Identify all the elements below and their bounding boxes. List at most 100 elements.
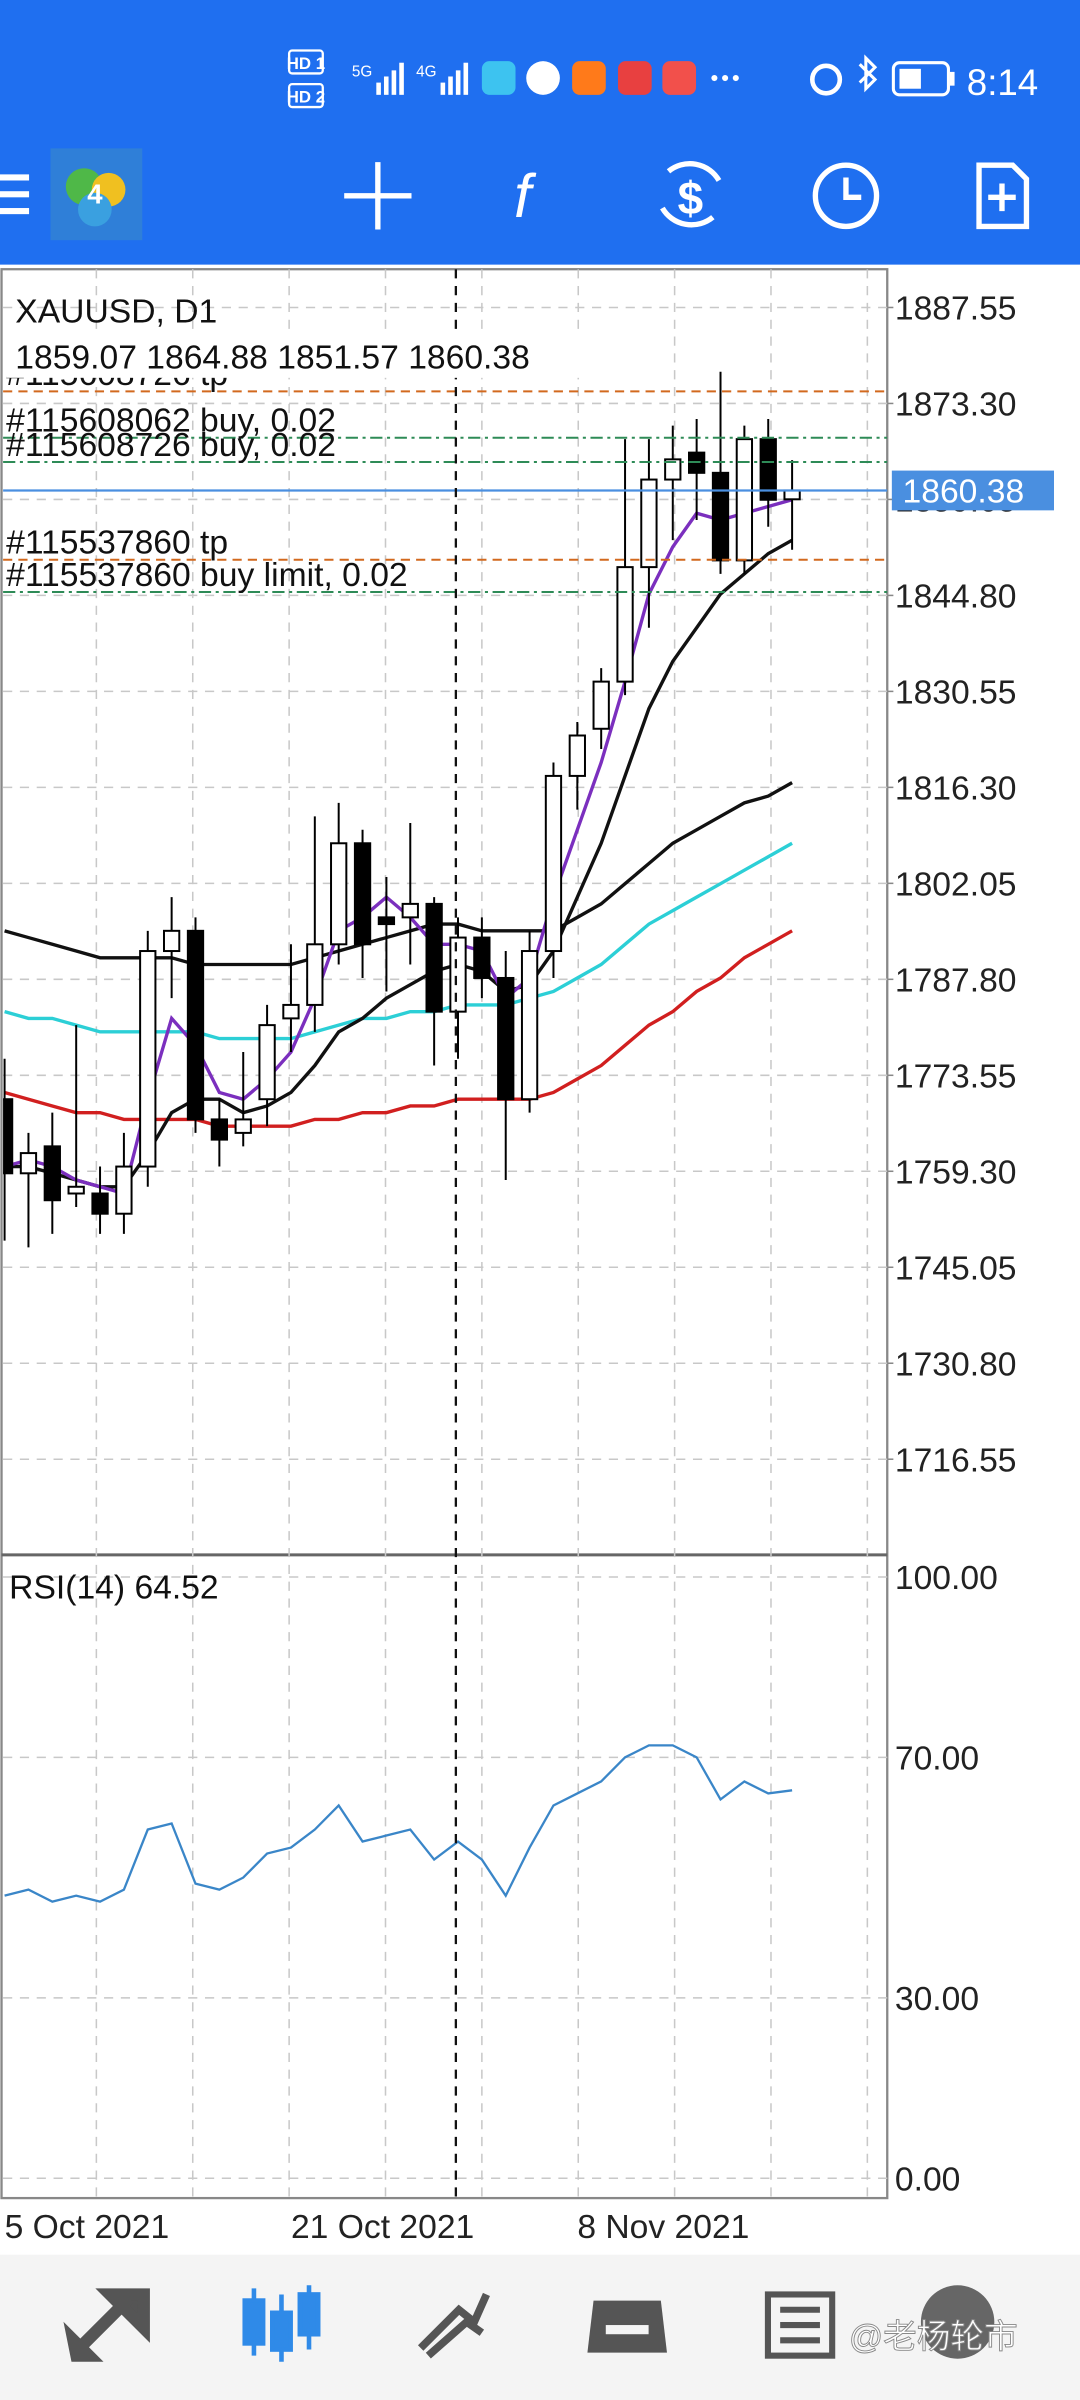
history-button[interactable] [812, 162, 880, 230]
rsi-pane [4, 1744, 793, 1903]
sim-label: HD 2 [287, 87, 325, 106]
rsi-value: 64.52 [134, 1569, 218, 1606]
app-icon [618, 61, 652, 95]
candle-body [616, 566, 634, 683]
y-tick-label: 70.00 [895, 1741, 979, 1778]
order-label: #115608726 buy, 0.02 [6, 427, 336, 464]
y-tick-label: 1759.30 [895, 1155, 1017, 1192]
app-logo[interactable]: 4 [50, 148, 143, 241]
candle-body [67, 1185, 85, 1195]
y-tick-label: 30.00 [895, 1981, 979, 2018]
bottom-nav [0, 2254, 1080, 2400]
y-tick-label: 0.00 [895, 2161, 960, 2198]
app-icon [572, 61, 606, 95]
y-tick-label: 1873.30 [895, 387, 1017, 424]
candle-body [759, 438, 777, 501]
alarm-icon [810, 63, 843, 96]
y-tick-label: 1745.05 [895, 1250, 1017, 1287]
y-tick-label: 1787.80 [895, 963, 1017, 1000]
signal-bars [376, 62, 404, 95]
history-tab[interactable] [587, 2300, 667, 2353]
battery-icon [891, 61, 950, 97]
battery-tip [949, 71, 955, 86]
candle-body [377, 916, 396, 926]
rsi-line [4, 1744, 793, 1903]
quotes-tab[interactable] [63, 2288, 150, 2362]
news-tab[interactable] [764, 2291, 836, 2359]
y-tick-label: 1730.80 [895, 1346, 1017, 1383]
x-tick-label: 21 Oct 2021 [291, 2209, 474, 2246]
moving-average [4, 929, 793, 1128]
candle-body [115, 1165, 133, 1215]
clock: 8:14 [967, 62, 1038, 103]
candle-body [234, 1118, 252, 1134]
candle-body [640, 478, 658, 569]
trade-tab[interactable] [417, 2292, 490, 2359]
current-price-label: 1860.38 [903, 474, 1025, 511]
candle-body [735, 438, 754, 562]
crosshair-button[interactable] [344, 162, 412, 230]
candle-body [162, 929, 181, 953]
y-tick-label: 1887.55 [895, 291, 1017, 328]
candle-body [43, 1145, 61, 1202]
status-bar: HD 1 HD 2 5G 4G 8:14 [287, 49, 1038, 109]
y-tick-label: 1830.55 [895, 675, 1017, 712]
app-icon [662, 61, 697, 95]
candle-body [497, 976, 515, 1101]
new-order-button[interactable] [976, 162, 1030, 230]
moving-average [4, 538, 793, 1189]
ohlc-close: 1860.38 [408, 340, 530, 377]
sim-badge [287, 49, 324, 75]
svg-text:$: $ [678, 172, 704, 224]
header-bg [6, 334, 611, 378]
rsi-name: RSI(14) [9, 1569, 125, 1606]
candle-body [330, 842, 348, 946]
current-price-badge [891, 470, 1054, 511]
order-label: #115537860 tp [6, 525, 228, 562]
settings-tab[interactable] [920, 2285, 995, 2359]
date-axis: 5 Oct 2021 21 Oct 2021 8 Nov 2021 [5, 2209, 750, 2246]
x-tick-label: 8 Nov 2021 [577, 2209, 749, 2246]
bluetooth-icon [858, 54, 878, 93]
candle-body [592, 680, 610, 730]
menu-button[interactable] [0, 174, 30, 215]
y-tick-label: 1802.05 [895, 867, 1017, 904]
candle-body [258, 1024, 276, 1101]
candle-body [353, 842, 372, 946]
trade-button[interactable]: $ [660, 161, 722, 228]
grid [3, 306, 888, 2180]
app-icon [481, 61, 516, 95]
candle-body [282, 1003, 300, 1020]
candle-body [783, 489, 801, 501]
top-bar [0, 0, 1080, 265]
ohlc-open: 1859.07 [15, 340, 137, 377]
svg-text:4: 4 [87, 178, 103, 209]
symbol: XAUUSD, D1 [15, 294, 217, 331]
candle-body [425, 902, 443, 1013]
watermark: @老杨轮市 [849, 2318, 1018, 2356]
signal-bars [440, 62, 469, 95]
y-tick-label: 1844.80 [895, 579, 1017, 616]
x-tick-label: 5 Oct 2021 [5, 2209, 170, 2246]
y-tick-label: 1716.55 [895, 1442, 1017, 1479]
chart-header: XAUUSD, D1 1859.07 1864.88 1851.57 1860.… [6, 294, 611, 1606]
chart-tab[interactable] [242, 2285, 321, 2362]
ohlc-low: 1851.57 [277, 340, 399, 377]
network-label: 4G [416, 63, 436, 80]
candle-body [544, 774, 563, 953]
candle-body [711, 471, 730, 562]
candle-body [306, 943, 324, 1006]
ohlc-high: 1864.88 [146, 340, 268, 377]
vertical-grid [95, 269, 869, 2199]
candle-body [401, 902, 419, 919]
order-label: #115608062 buy, 0.02 [6, 403, 336, 440]
candle-body [19, 1152, 38, 1175]
price-axis: 1887.551873.301859.051844.801830.551816.… [887, 291, 1054, 2198]
network-label: 5G [352, 63, 372, 80]
app-icon [526, 61, 560, 95]
rsi-title: RSI(14) 64.52 [9, 1569, 218, 1606]
y-tick-label: 1816.30 [895, 771, 1017, 808]
moving-average [4, 781, 793, 967]
